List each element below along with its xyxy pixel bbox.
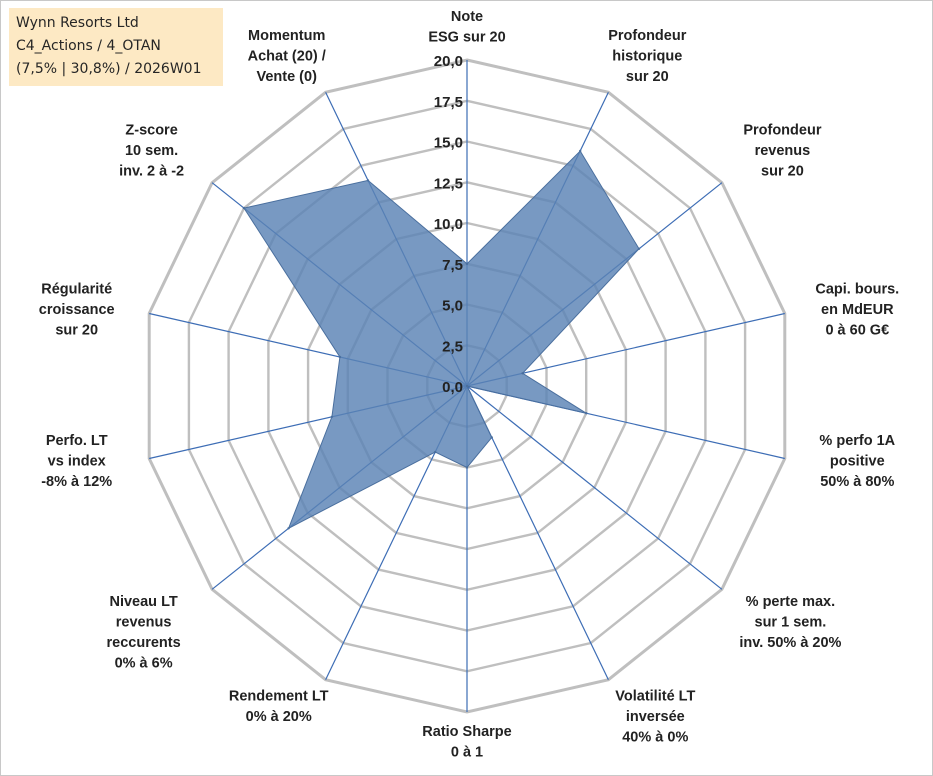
data-series [242, 149, 641, 530]
axis-label: Momentum Achat (20) / Vente (0) [248, 28, 326, 85]
axis-label-line: 0 à 60 G€ [825, 323, 889, 339]
data-point [521, 372, 524, 375]
data-point [585, 412, 588, 415]
axis-label: % perte max. sur 1 sem. inv. 50% à 20% [739, 594, 841, 651]
axis-label: Régularité croissance sur 20 [39, 282, 115, 339]
axis-label-line: Z-score [125, 123, 177, 139]
axis-label-line: Achat (20) / [248, 49, 326, 65]
axis-label-line: Vente (0) [256, 69, 317, 85]
axis-labels: Note ESG sur 20 Profondeur historique sur 20… [39, 9, 899, 761]
axis-label-line: % perfo 1A [819, 433, 895, 449]
axis-label-line: Note [451, 9, 483, 25]
data-point [465, 466, 469, 469]
axis-label-line: sur 20 [761, 164, 804, 180]
axis-label-line: -8% à 12% [41, 474, 112, 490]
tick-label: 10,0 [434, 216, 463, 233]
data-point [579, 149, 582, 153]
axis-label-line: historique [612, 49, 682, 65]
data-point [338, 355, 342, 359]
axis-label: Profondeur revenus sur 20 [743, 123, 821, 180]
axis-label-line: 0% à 6% [115, 656, 173, 672]
axis-label-line: Ratio Sharpe [422, 724, 511, 740]
tick-label: 2,5 [442, 338, 463, 355]
portfolio-category: C4_Actions / 4_OTAN [16, 38, 161, 54]
tick-label: 5,0 [442, 298, 463, 315]
axis-label-line: en MdEUR [821, 302, 894, 318]
axis-label-line: Perfo. LT [46, 433, 108, 449]
tick-label: 0,0 [442, 379, 463, 396]
axis-label-line: vs index [48, 453, 106, 469]
data-point [465, 262, 469, 265]
axis-label-line: ESG sur 20 [428, 30, 505, 46]
axis-label: Note ESG sur 20 [428, 9, 505, 46]
company-name: Wynn Resorts Ltd [16, 15, 139, 31]
axis-label-line: Capi. bours. [815, 282, 899, 298]
axis-label-line: Profondeur [608, 28, 686, 44]
axis-label: % perfo 1A positive 50% à 80% [819, 433, 895, 490]
tick-labels: 0,0 2,5 5,0 7,5 10,0 12,5 15,0 17,5 20,0 [434, 53, 463, 396]
axis-label-line: Rendement LT [229, 688, 329, 704]
axis-label-line: Niveau LT [109, 594, 177, 610]
axis-label-line: Volatilité LT [615, 688, 695, 704]
axis-spoke [466, 385, 723, 590]
period-stats: (7,5% | 30,8%) / 2026W01 [16, 61, 202, 77]
tick-label: 20,0 [434, 53, 463, 70]
axis-label: Volatilité LT inversée 40% à 0% [615, 688, 695, 745]
axis-label-line: 0 à 1 [451, 745, 483, 761]
data-point [366, 179, 370, 182]
axis-label-line: sur 1 sem. [755, 615, 827, 631]
axis-label-line: inversée [626, 709, 685, 725]
data-point [242, 206, 246, 210]
data-point [490, 436, 493, 439]
info-box: Wynn Resorts Ltd C4_Actions / 4_OTAN (7,… [9, 8, 223, 86]
axis-label-line: croissance [39, 302, 115, 318]
axis-label-line: Momentum [248, 28, 325, 44]
data-point [287, 527, 290, 530]
data-point [434, 450, 437, 454]
axis-label-line: revenus [116, 615, 172, 631]
axis-label: Z-score 10 sem. inv. 2 à -2 [119, 123, 184, 180]
axis-label: Profondeur historique sur 20 [608, 28, 686, 85]
axis-label: Perfo. LT vs index -8% à 12% [41, 433, 112, 490]
axis-label-line: sur 20 [55, 323, 98, 339]
tick-label: 7,5 [442, 257, 463, 274]
tick-label: 17,5 [434, 94, 463, 111]
tick-label: 15,0 [434, 135, 463, 152]
axis-label-line: reccurents [107, 635, 181, 651]
data-point [637, 247, 641, 250]
axis-label-line: sur 20 [626, 69, 669, 85]
axis-label-line: inv. 50% à 20% [739, 635, 841, 651]
axis-label-line: Profondeur [743, 123, 821, 139]
axis-label-line: Régularité [41, 282, 112, 298]
data-point [465, 384, 469, 388]
axis-label-line: 50% à 80% [820, 474, 894, 490]
axis-label: Niveau LT revenus reccurents 0% à 6% [107, 594, 181, 672]
tick-label: 12,5 [434, 175, 463, 192]
axis-label-line: 40% à 0% [622, 729, 688, 745]
data-point [330, 415, 334, 418]
axis-label: Capi. bours. en MdEUR 0 à 60 G€ [815, 282, 899, 339]
axis-label-line: % perte max. [746, 594, 835, 610]
axis-label-line: 0% à 20% [246, 709, 312, 725]
axis-label-line: 10 sem. [125, 143, 178, 159]
axis-label-line: positive [830, 453, 885, 469]
axis-label-line: revenus [755, 143, 811, 159]
axis-label: Rendement LT 0% à 20% [229, 688, 329, 725]
axis-label-line: inv. 2 à -2 [119, 164, 184, 180]
axis-label: Ratio Sharpe 0 à 1 [422, 724, 511, 761]
